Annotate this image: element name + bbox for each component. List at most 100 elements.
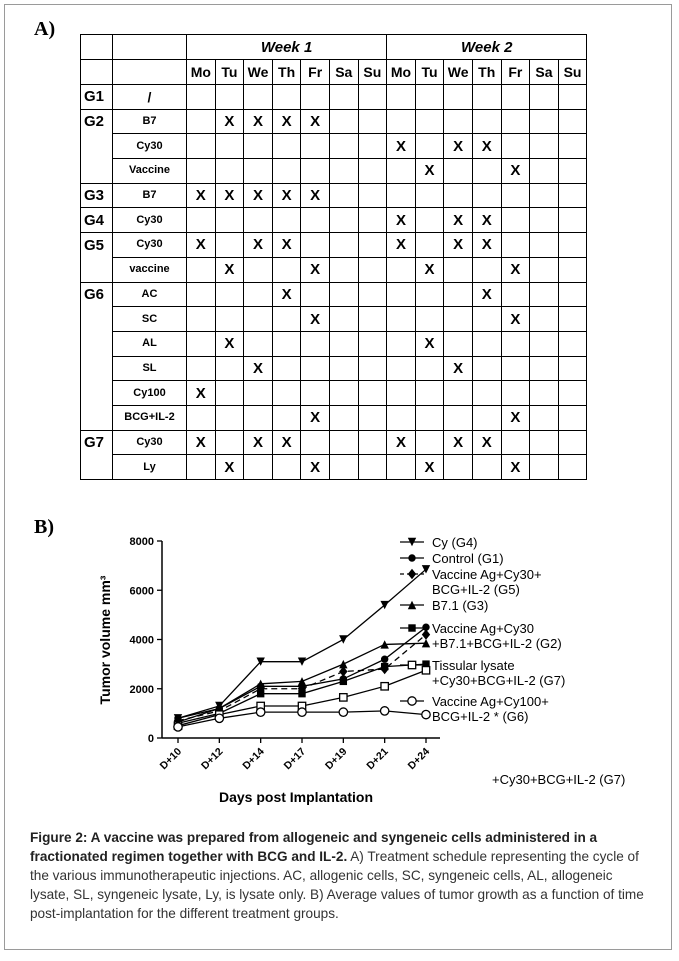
group-cell (80, 356, 113, 381)
schedule-cell (186, 281, 216, 308)
injection-mark: X (386, 207, 416, 234)
schedule-cell (529, 207, 559, 234)
data-point (421, 665, 431, 675)
schedule-cell (557, 306, 588, 332)
day-header: Mo (386, 59, 416, 85)
schedule-row: AL X X (80, 330, 588, 357)
stray-label: +Cy30+BCG+IL-2 (G7) (492, 772, 625, 787)
data-point (421, 565, 431, 574)
injection-mark: X (186, 232, 216, 258)
treatment-cell: vaccine (112, 256, 187, 283)
legend-label: +B7.1+BCG+IL-2 (G2) (432, 636, 562, 651)
schedule-cell (386, 404, 416, 431)
schedule-row: G7 Cy30 X X X X X X (80, 429, 588, 456)
schedule-cell (414, 232, 445, 258)
schedule-cell (557, 355, 588, 382)
treatment-cell: Cy30 (112, 133, 187, 160)
tumor-growth-chart: 0 2000 4000 6000 8000 D+10 D+12 D+14 D+17 D+19 D+2… (97, 535, 625, 805)
panel-a-label: A) (34, 18, 56, 40)
legend-marker (408, 554, 416, 562)
y-tick-label: 2000 (130, 684, 154, 696)
group-cell (80, 454, 113, 480)
schedule-cell (300, 232, 330, 258)
schedule-cell (186, 207, 216, 234)
legend-label: B7.1 (G3) (432, 598, 488, 613)
treatment-cell: Cy30 (112, 232, 187, 258)
day-header: Tu (414, 59, 445, 85)
schedule-cell (214, 133, 245, 160)
schedule-cell (357, 84, 388, 110)
day-header: Tu (214, 59, 245, 85)
injection-mark: X (214, 454, 245, 480)
data-point (339, 666, 348, 677)
schedule-cell (557, 182, 588, 209)
schedule-row: G6 AC X X (80, 281, 588, 308)
injection-mark: X (300, 306, 330, 332)
injection-mark: X (471, 429, 502, 456)
schedule-row: Ly X X X X (80, 454, 588, 480)
legend-marker (407, 600, 417, 610)
y-tick-label: 6000 (130, 585, 154, 597)
schedule-cell (186, 108, 216, 135)
data-point (339, 677, 348, 686)
caption-title: Figure 2: A vaccine was prepared from al… (30, 830, 598, 864)
group-cell (80, 133, 113, 159)
schedule-cell (271, 355, 302, 382)
figure-caption: Figure 2: A vaccine was prepared from al… (30, 828, 650, 923)
data-point (297, 707, 307, 717)
schedule-cell (414, 429, 445, 456)
y-axis-label: Tumor volume mm³ (97, 575, 113, 704)
schedule-cell (357, 108, 388, 135)
data-point (338, 693, 348, 702)
schedule-cell (300, 355, 330, 382)
x-tick-label: D+19 (323, 746, 350, 773)
day-header: Mo (186, 59, 216, 85)
group-cell (80, 331, 113, 357)
schedule-cell (529, 84, 559, 110)
schedule-row: G3 B7 X X X X X (80, 182, 588, 209)
legend-label: +Cy30+BCG+IL-2 (G7) (432, 673, 565, 688)
injection-mark: X (300, 454, 330, 480)
schedule-cell (414, 380, 445, 406)
schedule-cell (386, 158, 416, 184)
schedule-row: G4 Cy30 X X X (80, 207, 588, 234)
group-cell: G7 (80, 429, 113, 455)
header-blank (80, 59, 113, 85)
schedule-cell (557, 256, 588, 283)
legend-marker (408, 624, 416, 632)
x-tick-label: D+21 (364, 746, 391, 773)
schedule-cell (186, 256, 216, 283)
schedule-cell (243, 306, 273, 332)
schedule-row: SL X X (80, 355, 588, 382)
schedule-cell (500, 281, 531, 308)
data-point (421, 638, 431, 648)
data-point (339, 659, 348, 669)
data-point (255, 707, 266, 717)
schedule-cell (357, 330, 388, 357)
data-point (339, 635, 348, 644)
schedule-cell (328, 84, 359, 110)
schedule-cell (557, 454, 588, 480)
legend-marker (407, 568, 417, 580)
schedule-cell (328, 355, 359, 382)
legend-marker (407, 537, 417, 547)
schedule-cell (500, 108, 531, 135)
legend-label: Vaccine Ag+Cy30 (432, 621, 534, 636)
legend-label: BCG+IL-2 (G5) (432, 582, 520, 597)
schedule-cell (214, 429, 245, 456)
schedule-cell (557, 380, 588, 406)
data-point (379, 706, 390, 716)
schedule-cell (214, 158, 245, 184)
schedule-cell (529, 330, 559, 357)
week-header-row: Week 1 Week 2 (80, 34, 588, 60)
injection-mark: X (443, 133, 473, 160)
injection-mark: X (214, 256, 245, 283)
data-point (214, 713, 225, 724)
schedule-cell (300, 429, 330, 456)
schedule-cell (271, 133, 302, 160)
data-point (297, 677, 307, 686)
schedule-cell (300, 380, 330, 406)
data-point (256, 689, 265, 698)
day-header: Th (471, 59, 502, 85)
y-tick-label: 0 (148, 733, 154, 745)
